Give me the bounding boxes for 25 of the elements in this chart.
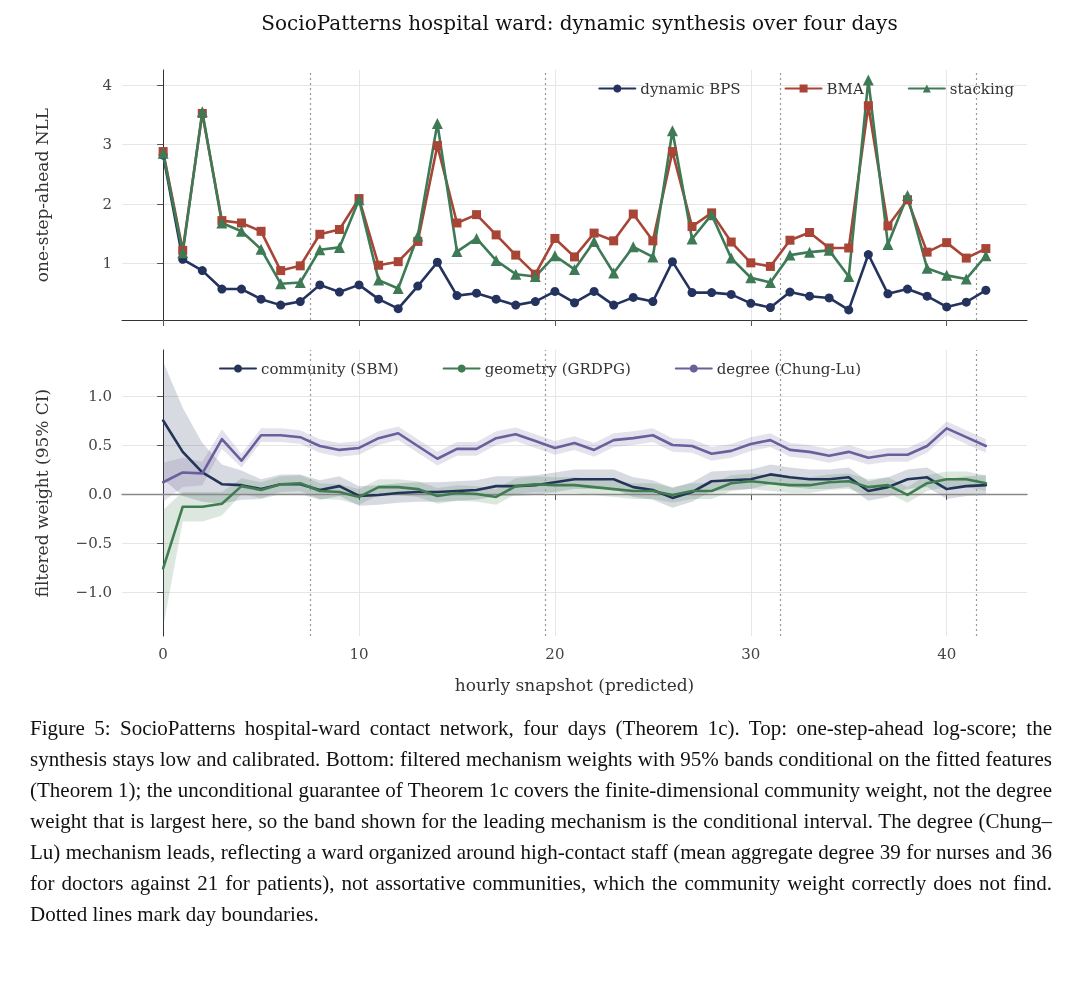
x-tick-label: 30	[741, 644, 761, 663]
x-tick-label: 40	[937, 644, 957, 663]
y-tick-label: 0.0	[88, 484, 112, 503]
chart-title: SocioPatterns hospital ward: dynamic synthesis over four days	[261, 11, 898, 35]
y-tick-label: 1	[102, 254, 112, 273]
y-axis-title: one-step-ahead NLL	[31, 107, 52, 283]
y-axis-title: filtered weight (95% CI)	[31, 388, 52, 598]
y-tick-label: 4	[102, 75, 112, 94]
y-tick-label: 1.0	[88, 387, 112, 406]
x-tick-label: 0	[158, 644, 168, 663]
x-tick-label: 10	[349, 644, 369, 663]
legend-label: dynamic BPS	[640, 79, 741, 98]
legend-label: geometry (GRDPG)	[484, 359, 631, 378]
y-tick-label: 2	[102, 194, 112, 213]
y-tick-label: −1.0	[75, 582, 112, 601]
legend-label: BMA	[826, 79, 864, 98]
y-tick-label: −0.5	[75, 533, 112, 552]
y-tick-label: 0.5	[88, 436, 112, 455]
legend-label: stacking	[949, 79, 1015, 98]
x-axis-title: hourly snapshot (predicted)	[454, 674, 695, 695]
caption: Figure 5: SocioPatterns hospital-ward contact network, four days (Theorem 1c). Top: one-step-ahead log-score; the synthesis stays low and calibrated. Bottom: filtered mechanism weights with 95% bands conditional on the fitted features (Theorem 1); the unconditional guarantee of Theorem 1c covers the finite-dimensional community weight, not the degree weight that is largest here, so the band shown for the leading mechanism is the conditional interval. The degree (Chung–Lu) mechanism leads, reflecting a ward organized around high-contact staff (mean aggregate degree 39 for nurses and 36 for doctors against 21 for patients), not assortative communities, which the community weight correctly does not find. Dotted lines mark day boundaries.	[30, 715, 1052, 928]
y-tick-label: 3	[102, 135, 112, 154]
legend-label: community (SBM)	[261, 359, 399, 378]
x-tick-label: 20	[545, 644, 565, 663]
legend-label: degree (Chung-Lu)	[716, 359, 861, 378]
